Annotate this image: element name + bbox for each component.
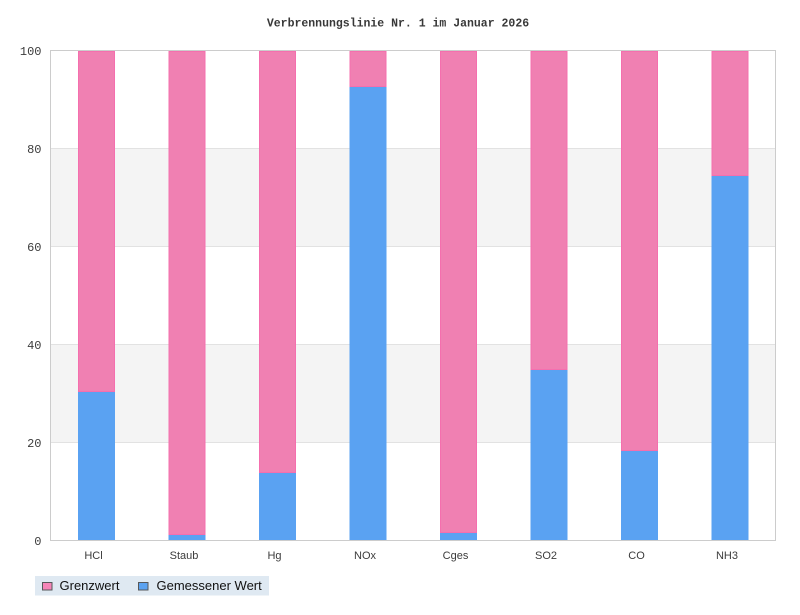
svg-text:Hg: Hg [267, 550, 281, 562]
svg-text:60: 60 [27, 241, 41, 255]
svg-text:NOx: NOx [354, 550, 377, 562]
svg-text:HCl: HCl [84, 550, 102, 562]
svg-text:Verbrennungslinie Nr. 1 im Jan: Verbrennungslinie Nr. 1 im Januar 2026 [267, 18, 529, 31]
svg-text:NH3: NH3 [716, 550, 738, 562]
svg-text:Cges: Cges [443, 550, 469, 562]
svg-text:0: 0 [34, 535, 41, 549]
svg-text:80: 80 [27, 143, 41, 157]
svg-text:Grenzwert: Grenzwert [60, 578, 120, 593]
svg-text:20: 20 [27, 437, 41, 451]
svg-text:Gemessener Wert: Gemessener Wert [157, 578, 263, 593]
svg-text:SO2: SO2 [535, 550, 557, 562]
svg-text:CO: CO [628, 550, 645, 562]
svg-text:100: 100 [20, 45, 42, 59]
svg-text:Staub: Staub [170, 550, 199, 562]
svg-text:40: 40 [27, 339, 41, 353]
